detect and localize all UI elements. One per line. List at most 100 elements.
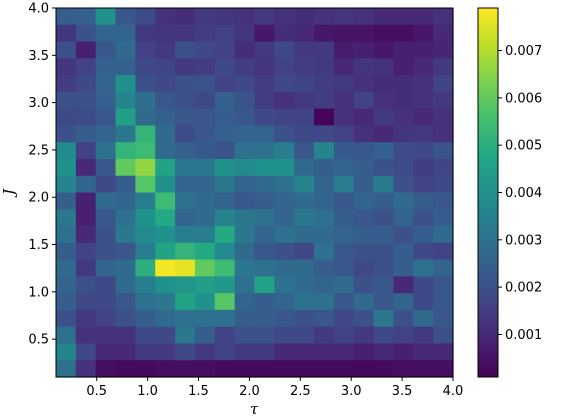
heatmap-cell: [413, 175, 434, 194]
heatmap-cell: [234, 259, 256, 277]
heatmap-cell: [95, 226, 117, 244]
heatmap-cell: [433, 91, 454, 110]
heatmap-cell: [194, 41, 216, 59]
heatmap-cell: [214, 242, 236, 261]
heatmap-cell: [75, 326, 97, 345]
heatmap-cell: [234, 58, 256, 76]
heatmap-cell: [274, 326, 295, 345]
heatmap-cell: [194, 75, 216, 93]
heatmap-cell: [294, 343, 315, 361]
heatmap-cell: [75, 192, 97, 210]
heatmap-cell: [56, 309, 77, 328]
heatmap-cell: [75, 58, 97, 76]
heatmap-cell: [194, 326, 216, 345]
heatmap-cell: [56, 293, 77, 311]
colorbar-tick-label: 0.004: [505, 186, 542, 201]
heatmap-cell: [393, 293, 414, 311]
heatmap-cell: [194, 209, 216, 227]
heatmap-cell: [194, 175, 216, 194]
colorbar-tick-label: 0.001: [505, 328, 542, 343]
heatmap-cell: [115, 192, 136, 210]
heatmap-cell: [333, 91, 355, 110]
colorbar-tick-label: 0.005: [505, 139, 542, 154]
x-axis-label: τ: [250, 400, 259, 418]
heatmap-cell: [95, 259, 117, 277]
heatmap-cell: [75, 75, 97, 93]
heatmap-cell: [294, 91, 315, 110]
heatmap-cell: [333, 24, 355, 43]
heatmap-cell: [95, 108, 117, 127]
heatmap-cell: [373, 309, 395, 328]
heatmap-cell: [294, 293, 315, 311]
heatmap-cell: [214, 75, 236, 93]
heatmap-cell: [95, 158, 117, 177]
heatmap-cell: [274, 24, 295, 43]
heatmap-cell: [135, 175, 156, 194]
heatmap-cell: [433, 125, 454, 143]
heatmap-cell: [254, 58, 275, 76]
heatmap-cell: [433, 41, 454, 59]
heatmap-cell: [433, 326, 454, 345]
heatmap-cell: [194, 343, 216, 361]
heatmap-cell: [175, 91, 196, 110]
heatmap-cell: [115, 276, 136, 294]
heatmap-cell: [175, 242, 196, 261]
heatmap-cell: [314, 326, 335, 345]
heatmap-cell: [413, 276, 434, 294]
heatmap-cell: [254, 158, 275, 177]
heatmap-cell: [135, 259, 156, 277]
heatmap-cell: [413, 326, 434, 345]
heatmap-cell: [413, 108, 434, 127]
heatmap-cell: [274, 108, 295, 127]
heatmap-cell: [194, 142, 216, 160]
y-tick-label: 2.0: [28, 191, 49, 206]
heatmap-cell: [95, 192, 117, 210]
heatmap-cell: [234, 75, 256, 93]
heatmap-cell: [333, 8, 355, 26]
heatmap-cell: [433, 8, 454, 26]
heatmap-cell: [254, 8, 275, 26]
heatmap-cell: [274, 192, 295, 210]
heatmap-cell: [234, 125, 256, 143]
heatmap-cell: [56, 75, 77, 93]
heatmap-cell: [135, 75, 156, 93]
heatmap-cell: [393, 326, 414, 345]
x-tick-label: 1.0: [137, 384, 158, 399]
heatmap-cell: [234, 24, 256, 43]
heatmap-cell: [194, 276, 216, 294]
heatmap-cell: [353, 175, 375, 194]
heatmap-cell: [214, 209, 236, 227]
heatmap-cell: [314, 8, 335, 26]
heatmap-cell: [353, 226, 375, 244]
heatmap-cell: [115, 41, 136, 59]
heatmap-cell: [413, 309, 434, 328]
heatmap-cell: [115, 91, 136, 110]
heatmap-cell: [433, 58, 454, 76]
heatmap-cell: [393, 226, 414, 244]
colorbar-tick-label: 0.002: [505, 281, 542, 296]
heatmap-cell: [56, 276, 77, 294]
heatmap-cell: [333, 125, 355, 143]
heatmap-cell: [175, 343, 196, 361]
heatmap-cell: [155, 91, 176, 110]
heatmap-cell: [274, 343, 295, 361]
heatmap-cell: [393, 192, 414, 210]
heatmap-cell: [353, 24, 375, 43]
heatmap-cell: [234, 360, 256, 378]
heatmap-cell: [353, 293, 375, 311]
heatmap-cell: [373, 326, 395, 345]
heatmap-cell: [314, 175, 335, 194]
heatmap-cell: [353, 58, 375, 76]
heatmap-cell: [115, 259, 136, 277]
heatmap-cell: [214, 192, 236, 210]
heatmap-cell: [353, 158, 375, 177]
heatmap-cell: [254, 75, 275, 93]
heatmap-cell: [254, 142, 275, 160]
heatmap-cell: [294, 226, 315, 244]
heatmap-cell: [135, 91, 156, 110]
y-tick-label: 0.5: [28, 333, 49, 348]
heatmap-cell: [314, 343, 335, 361]
heatmap-cell: [274, 209, 295, 227]
y-tick-label: 1.5: [28, 238, 49, 253]
heatmap-cell: [214, 343, 236, 361]
